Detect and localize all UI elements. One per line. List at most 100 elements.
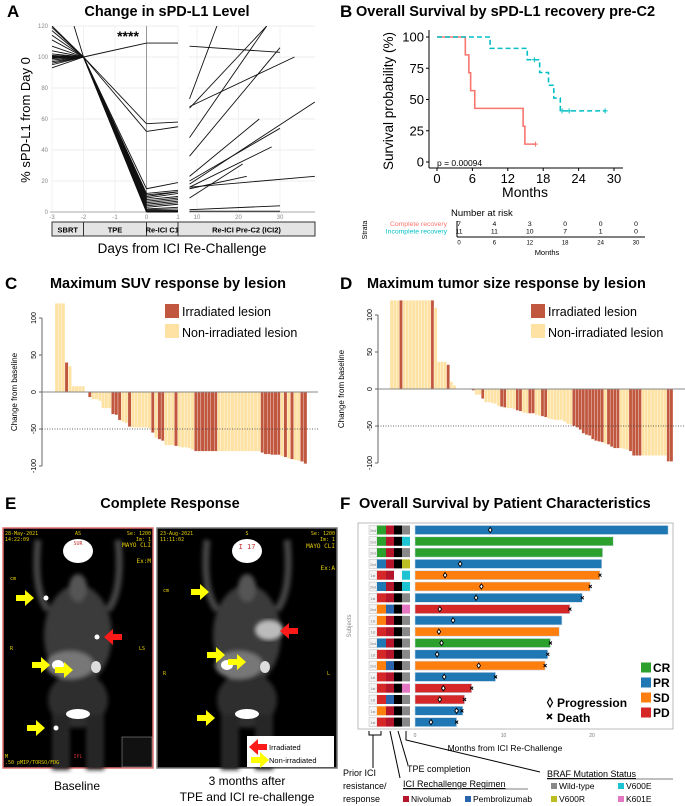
subject-row: 2nd [368,559,603,569]
death-marker [493,675,498,679]
bar-non-irradiated [167,391,172,446]
legend-label-pd: PD [653,706,670,720]
regimen-cell [386,548,394,558]
overlay-top-label: SUR [73,541,83,547]
y-tick-label: 120 [38,24,49,30]
k601e-label: K601E [626,794,652,804]
braf-cell [402,582,410,591]
bar-irradiated [283,391,288,458]
bar-irradiated [174,391,178,447]
bar-non-irradiated [293,391,298,461]
risk-count: 4 [493,221,497,228]
braf-cell [402,706,410,716]
patient-line [146,203,179,208]
subject-row: 1st [368,694,467,705]
tpe-cell [394,615,402,625]
bar-irradiated [117,391,122,421]
overlay-right: R [163,671,167,677]
y-tick-label: 25 [410,123,424,138]
bar-non-irradiated [512,388,516,410]
bar-non-irradiated [559,388,564,421]
tpe-cell [394,593,402,603]
death-marker [462,697,467,702]
patient-line [83,56,147,213]
bar-non-irradiated [521,388,526,413]
pet-legend: Irradiated Non-irradiated [247,736,334,768]
pembrolizumab-label: Pembrolizumab [473,794,532,804]
patient-line [146,208,179,211]
bar-non-irradiated [493,388,498,404]
progression-marker [437,696,443,703]
caption-post-1: 3 months after [209,774,286,788]
bar-non-irradiated [565,388,570,424]
overlay-time: 11:11:02 [160,537,184,543]
strata-label: Strata [362,221,369,240]
risk-time-label: 18 [562,241,569,247]
bar-non-irradiated [223,391,228,452]
death-marker [460,708,464,713]
pet-legend-irradiated: Irradiated [269,743,301,752]
x-tick-label: 0 [145,215,149,221]
lesion-uptake [53,662,59,668]
braf-cell [402,570,410,580]
prior-response-cell [377,559,386,569]
bar-irradiated [600,388,604,443]
bar-non-irradiated [449,381,454,390]
subject-row: 1st [368,570,602,581]
bar-non-irradiated [408,300,413,390]
patient-line [51,56,84,69]
bar-non-irradiated [71,385,76,393]
censor-mark [533,141,539,147]
panel-f-title: Overall Survival by Patient Characterist… [359,496,651,512]
bar-non-irradiated [405,300,410,390]
prior-response-cell [377,582,386,591]
bar-non-irradiated [411,300,416,390]
prior-line-label: 2nd [370,586,376,590]
bar-non-irradiated [91,391,95,400]
risk-time-label: 24 [597,241,604,247]
x-axis-label: Months from ICI Re-Challenge [448,743,563,753]
survival-bar [414,547,603,558]
bar-irradiated [591,388,595,440]
survival-curve-complete [437,36,536,145]
legend-swatch-pd [641,707,651,718]
bar-non-irradiated [625,388,630,450]
lesion-uptake [94,634,100,640]
risk-time-label: 30 [633,241,640,247]
bar-irradiated [214,391,218,452]
subject-row: 2nd [368,581,593,592]
braf-cell [402,638,410,648]
bar-non-irradiated [257,391,261,452]
overlay-left: LS [139,646,145,652]
panel-c-chart: 100 50 0 -50 -100 Change from baseline Irradia… [10,303,318,473]
death-marker [598,573,602,578]
braf-cell [402,672,410,682]
overlay-date: 28-May-2021 [5,531,38,537]
bar-irradiated [543,388,548,418]
bar-irradiated [194,391,198,452]
panel-d-title: Maximum tumor size response by lesion [367,276,646,292]
prior-line-label: 2nd [370,642,376,646]
non-irradiated-arrow-icon [191,584,209,600]
braf-cell [402,593,410,603]
x-tick-label: -1 [112,215,118,221]
risk-time-label: 0 [457,241,461,247]
progression-marker [428,718,434,726]
panel-letter-e: E [5,494,16,513]
prior-line-label: 1st [371,687,376,691]
x-tick-label: 20 [589,733,595,739]
v600e-label: V600E [626,781,652,791]
subject-row: 2nd [368,536,614,547]
tpe-cell [394,525,402,535]
bar-non-irradiated [296,391,301,461]
prior-response-cell [377,627,386,637]
bar-irradiated [578,388,582,430]
risk-row-label: Incomplete recovery [386,229,448,236]
patient-line [146,197,179,202]
bar-non-irradiated [496,388,501,407]
tpe-cell [394,661,402,671]
subject-row: 1st [368,592,585,603]
braf-cell [402,559,410,569]
bar-non-irradiated [484,388,488,403]
